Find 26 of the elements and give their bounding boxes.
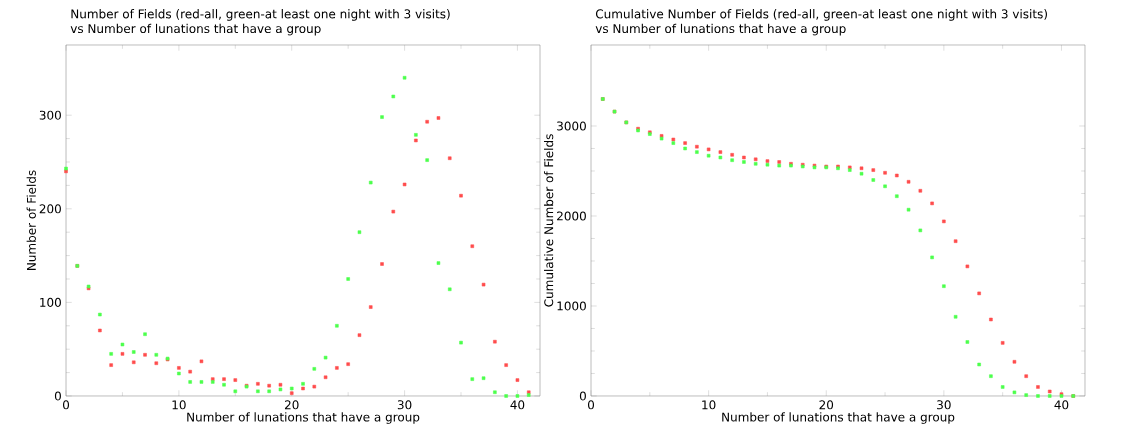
chart-title: Number of Fields (red-all, green-at least one night with 3 visits): [71, 9, 450, 21]
x-axis-title: Number of lunations that have a group: [187, 412, 420, 424]
x-tick-label: 0: [63, 400, 70, 410]
y-axis-title: Number of Fields: [26, 170, 36, 270]
x-tick-label: 40: [1054, 400, 1069, 410]
y-tick-label: 3000: [557, 121, 586, 131]
y-tick-label: 1000: [557, 301, 586, 311]
y-tick-label: 100: [40, 297, 61, 307]
chart-subtitle: vs Number of lunations that have a group: [70, 23, 321, 36]
chart-title: Cumulative Number of Fields (red-all, green-at least one night with 3 visits): [595, 9, 1047, 21]
x-tick-label: 20: [284, 400, 299, 410]
x-tick-label: 10: [172, 400, 186, 410]
y-tick-label: 300: [39, 110, 61, 120]
y-axis-title: Cumulative Number of Fields: [543, 134, 554, 307]
chart-subtitle: vs Number of lunations that have a group: [595, 23, 846, 36]
y-tick-label: 2000: [557, 211, 586, 221]
x-tick-label: 10: [702, 400, 716, 410]
y-tick-label: 0: [54, 391, 61, 401]
x-tick-label: 0: [587, 400, 595, 410]
x-tick-label: 20: [819, 400, 834, 410]
x-tick-label: 30: [937, 400, 951, 410]
y-tick-label: 0: [579, 391, 586, 401]
y-tick-label: 200: [39, 204, 61, 214]
x-axis-title: Number of lunations that have a group: [722, 412, 955, 424]
x-tick-label: 40: [510, 400, 525, 410]
x-tick-label: 30: [397, 400, 412, 410]
